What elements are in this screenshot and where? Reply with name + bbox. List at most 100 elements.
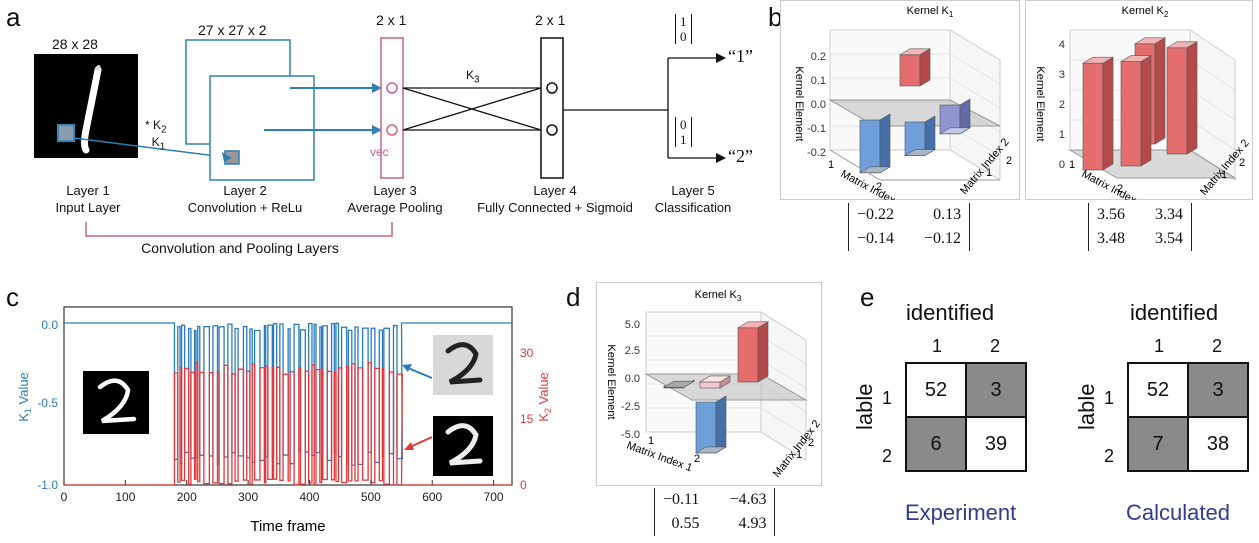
kernel-k1-chart: 0.2 0.1 0.0 -0.1 -0.2 Kernel K1 Kernel E…: [780, 0, 1020, 200]
c-ylabel-left: K1 Value: [16, 372, 33, 422]
vec-label: vec: [370, 145, 389, 159]
calc-cell-21: 7: [1127, 416, 1189, 472]
panel-label-a: a: [6, 2, 21, 32]
panel-label-d: d: [566, 282, 581, 312]
group-bracket: [85, 222, 393, 237]
svg-text:-0.2: -0.2: [807, 147, 826, 159]
panel-label-c: c: [6, 282, 19, 312]
svg-text:-0.1: -0.1: [807, 123, 826, 135]
svg-text:2: 2: [694, 453, 700, 465]
k3-matrix: −0.11 −4.63 0.55 4.93: [654, 488, 776, 536]
kernel-bar-1: [858, 113, 892, 174]
kernel-k2-chart: 4 3 2 1 0 Kernel K2 Kernel Element Matri…: [1025, 0, 1253, 200]
x-tick-label: 100: [115, 490, 135, 504]
kernel-k3-chart: 5.0 2.5 0.0 -2.5 -5.0 Kernel K3 Kernel E…: [596, 282, 822, 486]
svg-text:-0.5: -0.5: [37, 396, 58, 410]
svg-text:0: 0: [1059, 159, 1065, 171]
pooling-vector: [380, 37, 404, 179]
svg-text:2: 2: [876, 181, 882, 193]
c-xlabel: Time frame: [250, 518, 325, 535]
k1-title: Kernel K1: [907, 5, 954, 19]
k3-label: K3: [466, 68, 480, 86]
exp-row-idx-1: 1: [882, 388, 893, 408]
kernel-bar-2: [694, 395, 728, 454]
kernel-bar-3: [903, 115, 937, 157]
svg-text:30: 30: [520, 346, 534, 360]
calc-cell-22: 38: [1187, 416, 1249, 472]
x-tick-label: 200: [177, 490, 197, 504]
layer-2-caption: Layer 2 Convolution + ReLu: [187, 183, 303, 215]
svg-text:-1.0: -1.0: [37, 478, 58, 492]
kernel-bar-1: [1081, 56, 1115, 171]
k-value-timeline-chart: 0.0 -0.5 -1.0 30 15 0 0 100 200 300 400 500 60…: [16, 306, 553, 535]
x-tick-label: 0: [61, 490, 68, 504]
k3-title: Kernel K3: [695, 289, 742, 303]
svg-text:0.1: 0.1: [811, 75, 826, 87]
output-one: “1”: [728, 46, 753, 66]
svg-text:2.5: 2.5: [625, 345, 640, 357]
panel-label-e: e: [860, 282, 875, 312]
exp-cell-11: 52: [905, 362, 967, 418]
svg-text:2: 2: [1239, 157, 1245, 169]
calc-col-header: identified: [1130, 300, 1219, 325]
svg-text:1: 1: [986, 167, 992, 179]
svg-text:1: 1: [828, 159, 834, 171]
k2-title: Kernel K2: [1122, 5, 1169, 19]
svg-text:4: 4: [1059, 39, 1065, 51]
svg-text:3: 3: [1059, 69, 1065, 81]
calc-row-header: lable: [1074, 383, 1099, 430]
layer-3-caption: Layer 3 Average Pooling: [347, 183, 443, 215]
exp-col-header: identified: [906, 300, 995, 325]
svg-text:0.0: 0.0: [625, 373, 640, 385]
svg-text:-2.5: -2.5: [621, 401, 640, 413]
kernel-symbol: * K2 K1: [145, 118, 167, 153]
layer-4-caption: Layer 4 Fully Connected + Sigmoid: [477, 183, 633, 215]
kernel-bar-3: [698, 375, 732, 389]
experiment-confusion-matrix: 52 3 6 39: [905, 362, 1027, 472]
panel-label-b: b: [768, 2, 783, 32]
input-size-label: 28 x 28: [52, 36, 98, 52]
x-tick-label: 400: [299, 490, 319, 504]
svg-text:1: 1: [796, 449, 802, 461]
k1-matrix: −0.22 0.13 −0.14 −0.12: [848, 203, 971, 251]
kernel-bar-4: [938, 98, 972, 135]
receptive-field: [57, 124, 75, 142]
k3-zlabel: Kernel Element: [605, 344, 617, 419]
exp-row-header: lable: [852, 383, 877, 430]
exp-col-idx-2: 2: [990, 336, 1001, 356]
svg-text:-5.0: -5.0: [621, 429, 640, 441]
group-label: Convolution and Pooling Layers: [141, 240, 339, 256]
fc-size-label: 2 x 1: [535, 12, 566, 28]
exp-cell-12: 3: [965, 362, 1027, 418]
calc-row-idx-1: 1: [1104, 388, 1115, 408]
svg-text:1: 1: [1069, 159, 1075, 171]
x-tick-label: 600: [422, 490, 442, 504]
exp-row-idx-2: 2: [882, 446, 893, 466]
calc-cell-12: 3: [1187, 362, 1249, 418]
calculated-label: Calculated: [1126, 500, 1230, 525]
kernel-bar-3: [1119, 55, 1153, 167]
svg-text:15: 15: [520, 412, 534, 426]
layer-1-caption: Layer 1 Input Layer: [55, 183, 121, 215]
exp-col-idx-1: 1: [932, 336, 943, 356]
calc-row-idx-2: 2: [1104, 446, 1115, 466]
k2-zlabel: Kernel Element: [1034, 66, 1046, 141]
svg-text:2: 2: [808, 437, 814, 449]
svg-text:1: 1: [1221, 169, 1227, 181]
fc-vector: [540, 37, 564, 179]
exp-cell-21: 6: [905, 416, 967, 472]
svg-text:0.0: 0.0: [41, 318, 58, 332]
x-tick-label: 500: [361, 490, 381, 504]
calc-col-idx-1: 1: [1154, 336, 1165, 356]
svg-text:0.2: 0.2: [811, 51, 826, 63]
svg-text:1: 1: [648, 435, 654, 447]
kernel-bar-2: [898, 48, 932, 87]
c-ylabel-right: K2 Value: [536, 372, 553, 422]
calc-cell-11: 52: [1127, 362, 1189, 418]
calc-col-idx-2: 2: [1212, 336, 1223, 356]
svg-text:5.0: 5.0: [625, 319, 640, 331]
output-two: “2”: [728, 146, 753, 166]
svg-text:2: 2: [1117, 183, 1123, 195]
